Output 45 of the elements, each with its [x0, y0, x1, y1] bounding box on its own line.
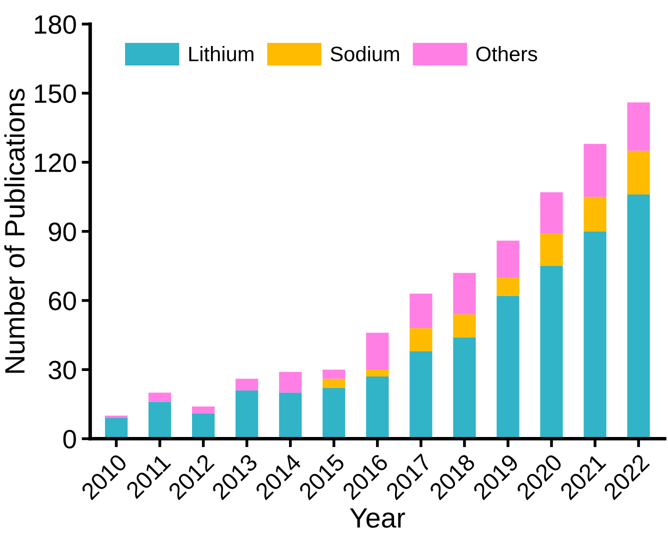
bar — [236, 390, 258, 439]
bar — [104, 418, 128, 439]
legend-label: Others — [476, 46, 538, 62]
x-axis-title: Year — [350, 508, 406, 528]
bar — [148, 402, 172, 439]
legend-label: Sodium — [330, 46, 399, 62]
bar — [279, 392, 302, 439]
bar — [453, 272, 476, 314]
y-tick-label: 180 — [34, 15, 76, 34]
bar — [322, 388, 346, 439]
bar — [584, 144, 606, 197]
y-tick-label: 150 — [34, 84, 76, 103]
legend-label: Lithium — [189, 46, 254, 62]
bar — [584, 231, 606, 439]
bar — [627, 102, 650, 151]
bar — [322, 378, 346, 388]
bar — [627, 194, 650, 439]
y-tick-label: 60 — [48, 292, 76, 310]
bar — [410, 294, 432, 328]
y-tick-label: 30 — [48, 360, 76, 380]
bar — [366, 376, 389, 439]
bar — [627, 150, 650, 195]
bar — [148, 392, 172, 402]
bar — [496, 277, 520, 296]
y-tick-label: 0 — [63, 430, 76, 449]
bar — [279, 372, 302, 393]
bar — [584, 196, 606, 232]
y-tick-label: 120 — [34, 153, 76, 172]
bar — [453, 337, 476, 439]
y-axis-title: Number of Publications — [4, 88, 25, 373]
bar — [453, 314, 476, 338]
bar — [192, 406, 215, 414]
bar — [236, 378, 258, 390]
bar — [322, 370, 346, 379]
y-tick-label: 90 — [48, 222, 76, 242]
bar — [366, 370, 389, 377]
bar — [410, 328, 432, 352]
bar — [496, 240, 520, 278]
bar — [496, 296, 520, 439]
bar — [366, 332, 389, 370]
bar — [192, 413, 215, 439]
bar — [540, 192, 563, 234]
bar — [410, 351, 432, 439]
bar — [540, 266, 563, 439]
bar — [540, 234, 563, 266]
